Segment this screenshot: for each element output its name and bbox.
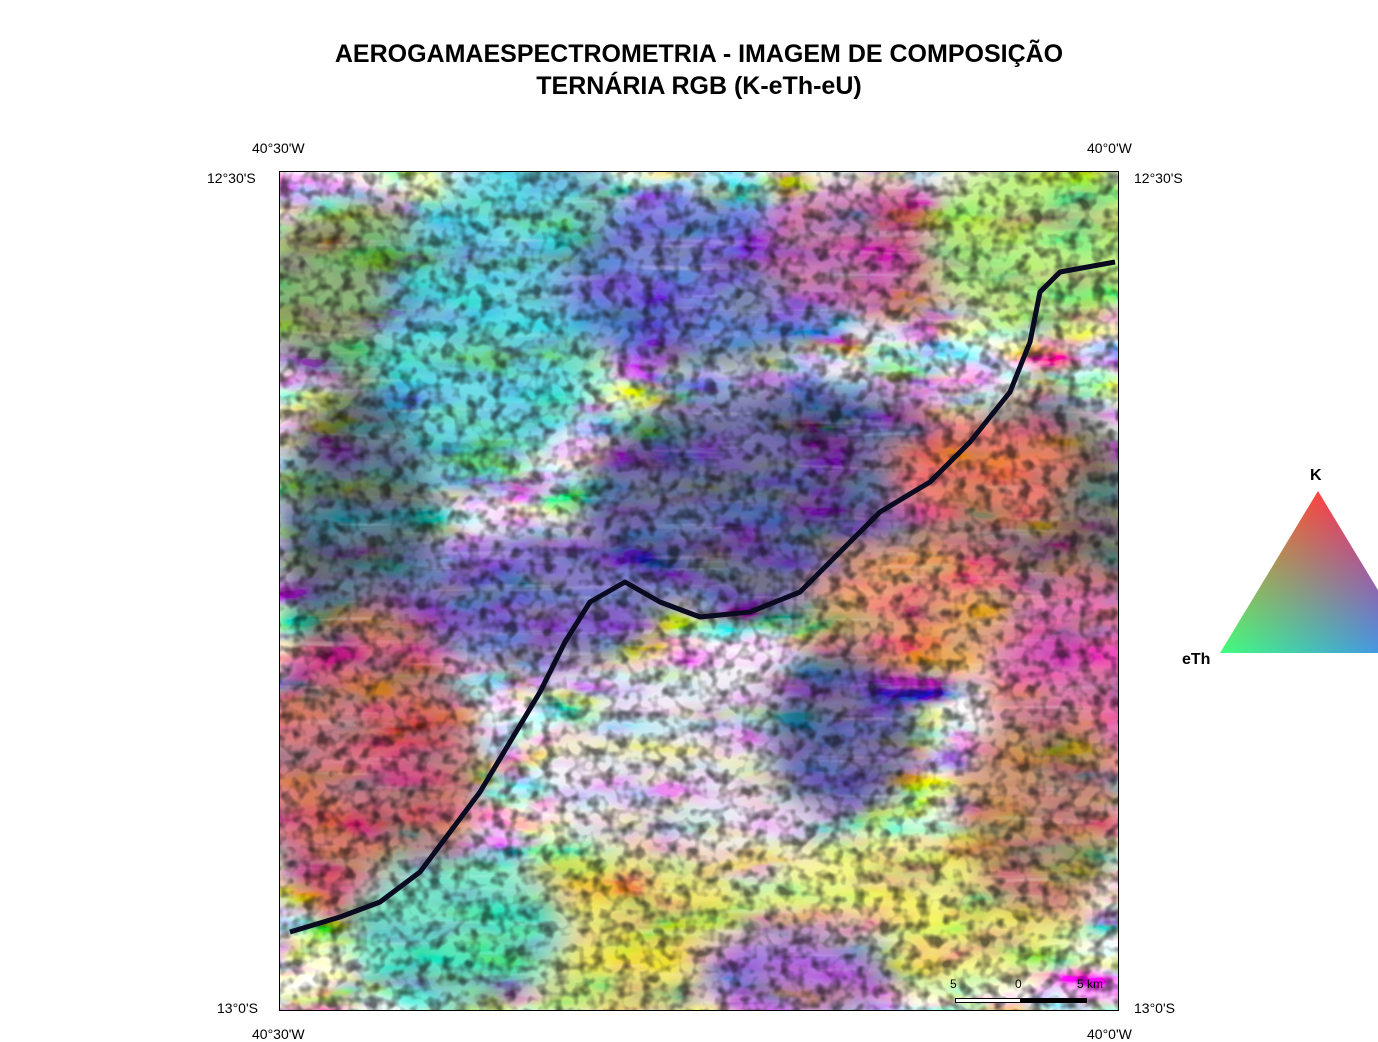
scale-segment-black bbox=[1021, 998, 1087, 1003]
scale-segment-white bbox=[955, 998, 1021, 1003]
scale-label-right: 5 km bbox=[1077, 977, 1104, 991]
map-title-line2: TERNÁRIA RGB (K-eTh-eU) bbox=[536, 72, 862, 100]
legend-label-k: K bbox=[1310, 467, 1322, 484]
map-raster bbox=[280, 172, 1118, 1010]
scale-label-mid: 0 bbox=[1015, 977, 1022, 991]
coord-bottom-right-lon: 40°0'W bbox=[1087, 1026, 1132, 1042]
legend-label-eth: eTh bbox=[1182, 651, 1211, 668]
coord-top-right-lon: 40°0'W bbox=[1087, 140, 1132, 156]
coord-top-left-lon: 40°30'W bbox=[252, 140, 305, 156]
ternary-triangle bbox=[1220, 491, 1378, 653]
rgb-composite-map[interactable]: 5 0 5 km bbox=[279, 171, 1119, 1011]
coord-left-bottom-lat: 13°0'S bbox=[217, 1000, 258, 1016]
coord-bottom-left-lon: 40°30'W bbox=[252, 1026, 305, 1042]
scale-label-left: 5 bbox=[950, 977, 957, 991]
map-title: AEROGAMAESPECTROMETRIA - IMAGEM DE COMPO… bbox=[0, 38, 1378, 102]
coord-left-top-lat: 12°30'S bbox=[207, 170, 256, 186]
river-line bbox=[289, 259, 1116, 935]
coord-right-bottom-lat: 13°0'S bbox=[1134, 1000, 1175, 1016]
map-title-line1: AEROGAMAESPECTROMETRIA - IMAGEM DE COMPO… bbox=[334, 40, 1064, 68]
scale-bar: 5 0 5 km bbox=[947, 977, 1107, 1007]
coord-right-top-lat: 12°30'S bbox=[1134, 170, 1183, 186]
rgb-ternary-legend: K eTh bbox=[1180, 465, 1378, 685]
